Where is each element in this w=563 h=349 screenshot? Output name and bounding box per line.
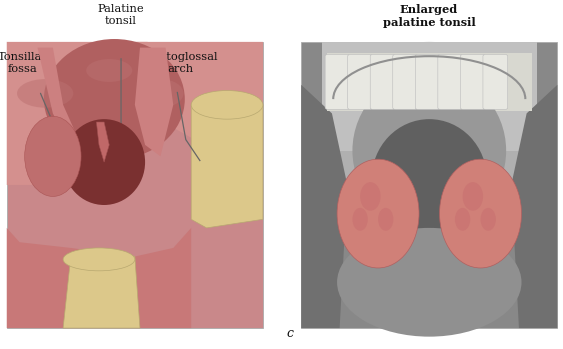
FancyBboxPatch shape [370, 54, 395, 110]
Text: Enlarged
palatine tonsil: Enlarged palatine tonsil [383, 4, 475, 28]
Polygon shape [511, 85, 557, 328]
Ellipse shape [378, 208, 394, 231]
Ellipse shape [191, 90, 263, 119]
FancyBboxPatch shape [438, 54, 463, 110]
Bar [321, 42, 537, 151]
Ellipse shape [324, 42, 534, 294]
FancyBboxPatch shape [415, 54, 440, 110]
Ellipse shape [17, 79, 73, 108]
FancyBboxPatch shape [483, 54, 508, 110]
Ellipse shape [25, 116, 81, 196]
FancyBboxPatch shape [325, 54, 350, 110]
Ellipse shape [352, 72, 506, 229]
Polygon shape [96, 122, 109, 162]
Bar [301, 42, 557, 328]
Ellipse shape [337, 159, 419, 268]
Ellipse shape [455, 208, 470, 231]
Polygon shape [135, 47, 173, 156]
Ellipse shape [63, 119, 145, 205]
Polygon shape [301, 85, 347, 328]
Ellipse shape [440, 159, 521, 268]
Ellipse shape [137, 79, 184, 108]
Bar [327, 53, 532, 111]
Ellipse shape [360, 182, 381, 211]
Polygon shape [63, 257, 140, 328]
Text: c: c [287, 327, 293, 340]
Ellipse shape [481, 208, 496, 231]
Polygon shape [191, 94, 263, 228]
Ellipse shape [86, 59, 132, 82]
Ellipse shape [44, 39, 185, 159]
Ellipse shape [463, 182, 483, 211]
Polygon shape [7, 42, 148, 185]
Ellipse shape [372, 119, 487, 239]
Polygon shape [7, 228, 191, 328]
Polygon shape [38, 47, 84, 162]
Ellipse shape [63, 248, 135, 271]
Ellipse shape [352, 208, 368, 231]
Text: Palatoglossal
arch: Palatoglossal arch [142, 52, 218, 74]
Text: Tonsillar
fossa: Tonsillar fossa [0, 52, 47, 74]
Bar [7, 42, 263, 328]
FancyBboxPatch shape [348, 54, 373, 110]
Ellipse shape [337, 228, 521, 337]
FancyBboxPatch shape [461, 54, 485, 110]
FancyBboxPatch shape [393, 54, 418, 110]
Text: Palatine
tonsil: Palatine tonsil [98, 4, 144, 26]
Polygon shape [135, 42, 263, 171]
